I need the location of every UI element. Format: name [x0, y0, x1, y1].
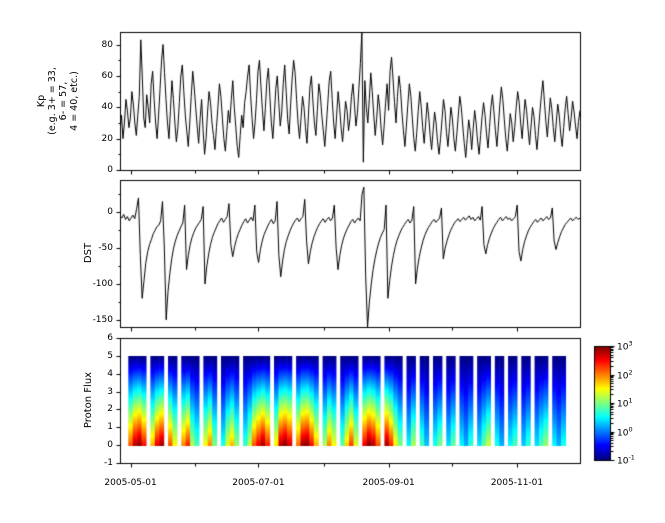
y-tick-label: 60 — [101, 70, 113, 81]
x-tick-label: 2005-07-01 — [232, 478, 285, 488]
x-tick-label: 2005-09-01 — [362, 478, 415, 488]
y-tick-label: 0 — [107, 165, 113, 175]
y-tick-label: 1 — [107, 422, 113, 433]
proton-flux-axis-label: Proton Flux — [82, 371, 94, 429]
colorbar-tick-label: 102 — [617, 368, 633, 381]
y-tick-label: 40 — [101, 102, 113, 113]
y-tick-label: 5 — [107, 350, 113, 361]
y-tick-label: -50 — [98, 243, 113, 254]
y-tick-label: 80 — [101, 39, 113, 50]
y-tick-label: -100 — [92, 278, 113, 289]
y-tick-label: -150 — [92, 314, 113, 325]
y-tick-label: 3 — [107, 386, 113, 397]
y-tick-label: 0 — [107, 440, 113, 451]
y-tick-label: 2 — [107, 404, 113, 415]
kp-axis-label-line3: 6- = 57, — [58, 81, 69, 121]
x-tick-label: 2005-05-01 — [104, 478, 157, 488]
y-tick-label: 6 — [107, 333, 113, 343]
y-tick-label: 20 — [101, 133, 113, 144]
kp-axis-label-line4: 4 = 40, etc.) — [69, 71, 80, 131]
colorbar-tick-label: 103 — [617, 339, 633, 353]
y-tick-label: 0 — [107, 207, 113, 218]
y-tick-label: -1 — [104, 458, 113, 468]
colorbar-tick-label: 101 — [617, 396, 633, 410]
colorbar-tick-label: 10-1 — [617, 453, 635, 467]
kp-axis-label-line2: (e.g. 3+ = 33, — [47, 67, 58, 135]
kp-axis-label-line1: Kp — [36, 94, 47, 108]
y-tick-label: 4 — [107, 368, 113, 379]
kp-axis-label: Kp (e.g. 3+ = 33, 6- = 57, 4 = 40, etc.) — [36, 46, 80, 156]
dst-axis-label: DST — [82, 242, 94, 264]
colorbar-tick-label: 100 — [617, 425, 633, 438]
x-tick-label: 2005-11-01 — [490, 478, 544, 488]
